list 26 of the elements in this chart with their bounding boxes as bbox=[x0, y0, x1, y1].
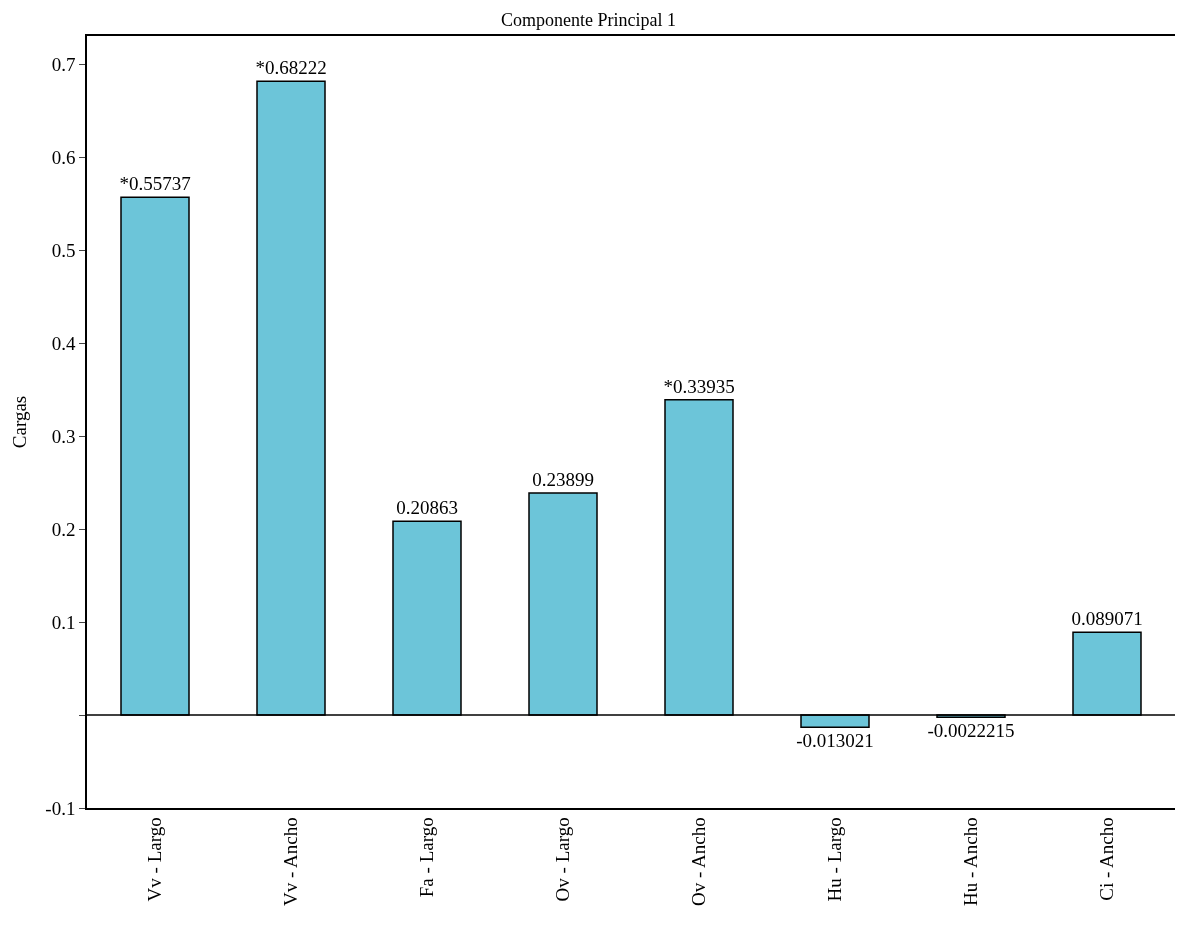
data-label: -0.0022215 bbox=[927, 720, 1015, 742]
y-tick-label: 0.2 bbox=[51, 518, 76, 540]
data-label: 0.089071 bbox=[1071, 608, 1143, 630]
data-label: *0.55737 bbox=[119, 173, 191, 195]
data-label: -0.013021 bbox=[796, 730, 874, 752]
data-label: *0.33935 bbox=[663, 375, 735, 397]
x-tick-label: Vv - Largo bbox=[144, 817, 166, 902]
y-tick-label: 0.1 bbox=[51, 611, 76, 633]
y-tick-label: 0.5 bbox=[51, 240, 76, 262]
x-tick-label: Vv - Ancho bbox=[280, 817, 302, 907]
y-tick-label: -0.1 bbox=[45, 797, 76, 819]
y-tick-label: 0.6 bbox=[51, 147, 76, 169]
x-tick-label: Hu - Ancho bbox=[960, 817, 982, 907]
data-label: *0.68222 bbox=[255, 57, 327, 79]
y-tick-label: 0.7 bbox=[51, 54, 76, 76]
chart-title: Componente Principal 1 bbox=[501, 10, 676, 31]
x-tick-label: Fa - Largo bbox=[416, 817, 438, 898]
y-tick-label: 0.4 bbox=[51, 333, 76, 355]
x-tick-label: Ov - Largo bbox=[552, 817, 574, 902]
x-tick-label: Ov - Ancho bbox=[688, 817, 710, 907]
data-label: 0.23899 bbox=[532, 469, 594, 491]
x-tick-label: Ci - Ancho bbox=[1096, 817, 1118, 901]
y-tick-label: 0.3 bbox=[51, 426, 76, 448]
data-label: 0.20863 bbox=[396, 497, 458, 519]
x-tick-label: Hu - Largo bbox=[824, 817, 846, 902]
y-axis-title: Cargas bbox=[8, 395, 30, 449]
